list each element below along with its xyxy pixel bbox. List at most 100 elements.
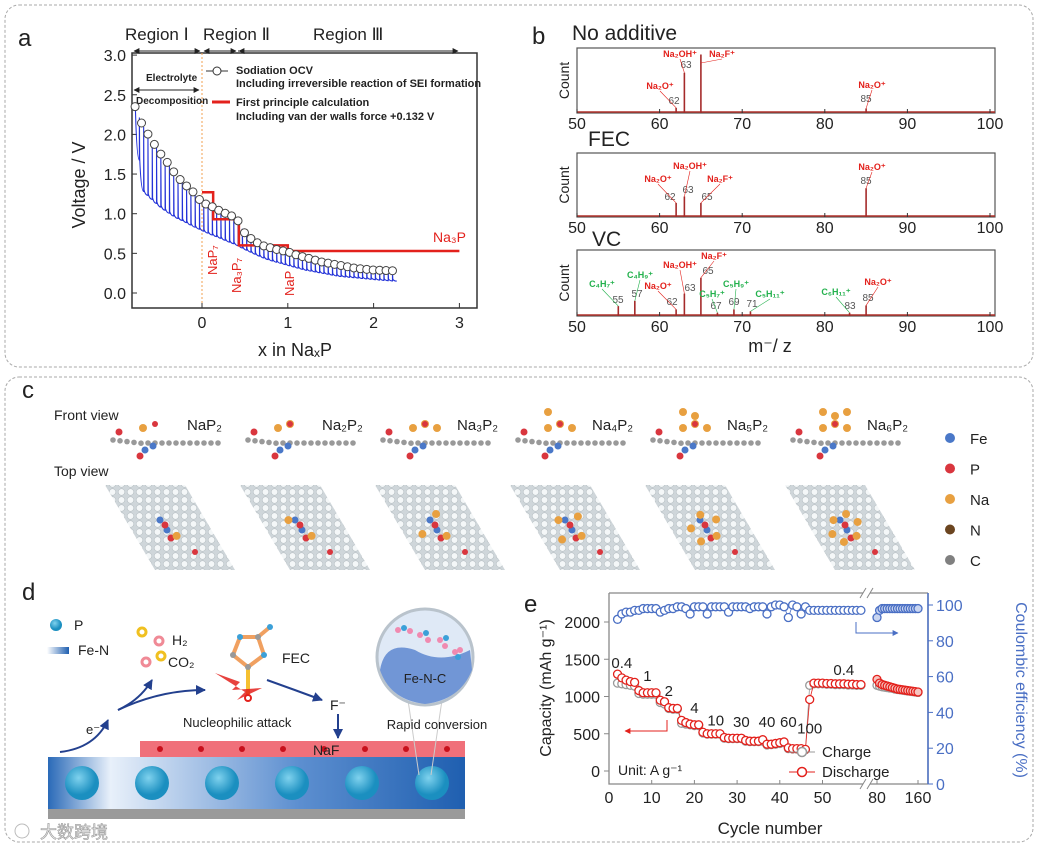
p-atom [520,428,528,436]
p-atom [287,421,293,427]
peak-leader-line [865,286,879,306]
peak-ion-label: C₅H₁₁⁺ [755,289,785,299]
y-axis-label: Capacity (mAh g⁻¹) [538,619,555,756]
carbon-atom [322,440,328,446]
rate-label: 4 [690,700,698,717]
peak-leader-line [700,58,723,64]
carbon-atom [436,440,442,446]
peak-ion-label: Na₂O⁺ [864,277,892,287]
fe-atom [276,446,284,454]
legend-c-icon [945,555,955,565]
carbon-atom [650,437,656,443]
carbon-atom [131,439,137,446]
carbon-atom [336,440,342,446]
carbon-atom [755,440,761,446]
subplot-frame [576,249,996,317]
subplot-frame [576,47,996,114]
carbon-atom [888,440,894,446]
fe-n-c-substrate [48,757,465,809]
rate-label: 0.4 [833,662,854,679]
legend-calc-label: First principle calculation [236,97,370,109]
peak-leader-line [750,298,771,312]
fe-atom [426,516,434,524]
y-axis-label: Voltage / V [69,141,89,228]
peak-leader-line [733,288,737,310]
structure-formula: Na₄P₂ [592,417,633,434]
coulombic-efficiency-point [783,612,793,623]
decomposition-label: Decomposition [136,96,208,107]
carbon-atom [790,437,796,443]
carbon-atom [294,440,300,446]
ocv-point [239,228,249,238]
na-atom [852,531,861,540]
carbon-atom [720,440,726,446]
fe-n-c-surface [380,647,472,704]
peak-mz-label: 85 [862,293,874,304]
electrolyte-label: Electrolyte [146,73,198,84]
carbon-atom [825,440,831,446]
discharge-point [672,703,682,714]
carbon-atom [613,440,619,446]
discharge-point [651,688,661,698]
naf-dot [444,746,450,752]
na-atom [819,408,827,416]
gas-arrow [117,679,153,711]
discharge-point [629,677,640,687]
subplot-title: No additive [572,22,677,45]
peak-mz-label: 57 [631,289,643,300]
structure-formula: NaP₂ [187,417,222,434]
carbon-atom [853,440,859,446]
top-view-structure [510,485,640,570]
peak-mz-label: 63 [680,60,692,71]
ocv-point [194,195,204,205]
structure-formula: Na₃P₂ [457,417,498,434]
x-tick-label: 70 [733,319,751,336]
x-tick-label: 1 [283,315,292,332]
peak-ion-label: C₅H₉⁺ [723,279,749,289]
fe-atom [419,442,427,450]
legend-n-icon [945,524,955,535]
legend-na-icon [945,494,955,504]
x-axis-label: Cycle number [718,819,823,838]
carbon-atom [450,440,456,446]
graphene-sheet [645,485,775,570]
y-tick-label: 500 [573,727,600,744]
p-atom [431,521,439,529]
ocv-point [149,139,159,149]
unit-label: Unit: A g⁻¹ [618,762,683,778]
peak-ion-label: Na₂F⁺ [709,49,735,59]
carbon-atom [301,440,307,446]
carbon-atom [252,438,258,444]
carbon-atom [699,440,705,446]
carbon-atom [457,440,463,446]
rate-label: 2 [665,683,673,700]
ocv-point [182,181,192,191]
carbon-atom [881,440,887,446]
na-atom [432,510,441,519]
carbon-atom [329,440,335,446]
carbon-atom [741,440,747,446]
peak-leader-line [679,269,685,294]
x-tick-label: 80 [868,790,886,807]
peak-ion-label: Na₂OH⁺ [663,49,697,59]
peak-mz-label: 69 [728,297,740,308]
carbon-atom [797,438,803,444]
naf-dot [198,746,204,752]
carbon-atom [671,439,677,446]
phase-label-nap7: NaP₇ [205,245,220,275]
na-atom [679,424,687,432]
na-atom [679,408,687,416]
carbon-atom [173,440,179,446]
y-tick-label: 1000 [564,690,600,707]
coulombic-efficiency-point [796,609,806,619]
co2-molecule-icon [136,626,148,638]
fe-atom [681,446,689,454]
p-atom [676,452,684,460]
carbon-atom [117,438,123,444]
x-tick-label: 30 [728,790,746,807]
carbon-atom [315,440,321,446]
carbon-atom [273,440,279,447]
carbon-atom [401,439,407,446]
panel-c-letter: c [22,377,34,404]
x-tick-label: 60 [651,220,669,237]
